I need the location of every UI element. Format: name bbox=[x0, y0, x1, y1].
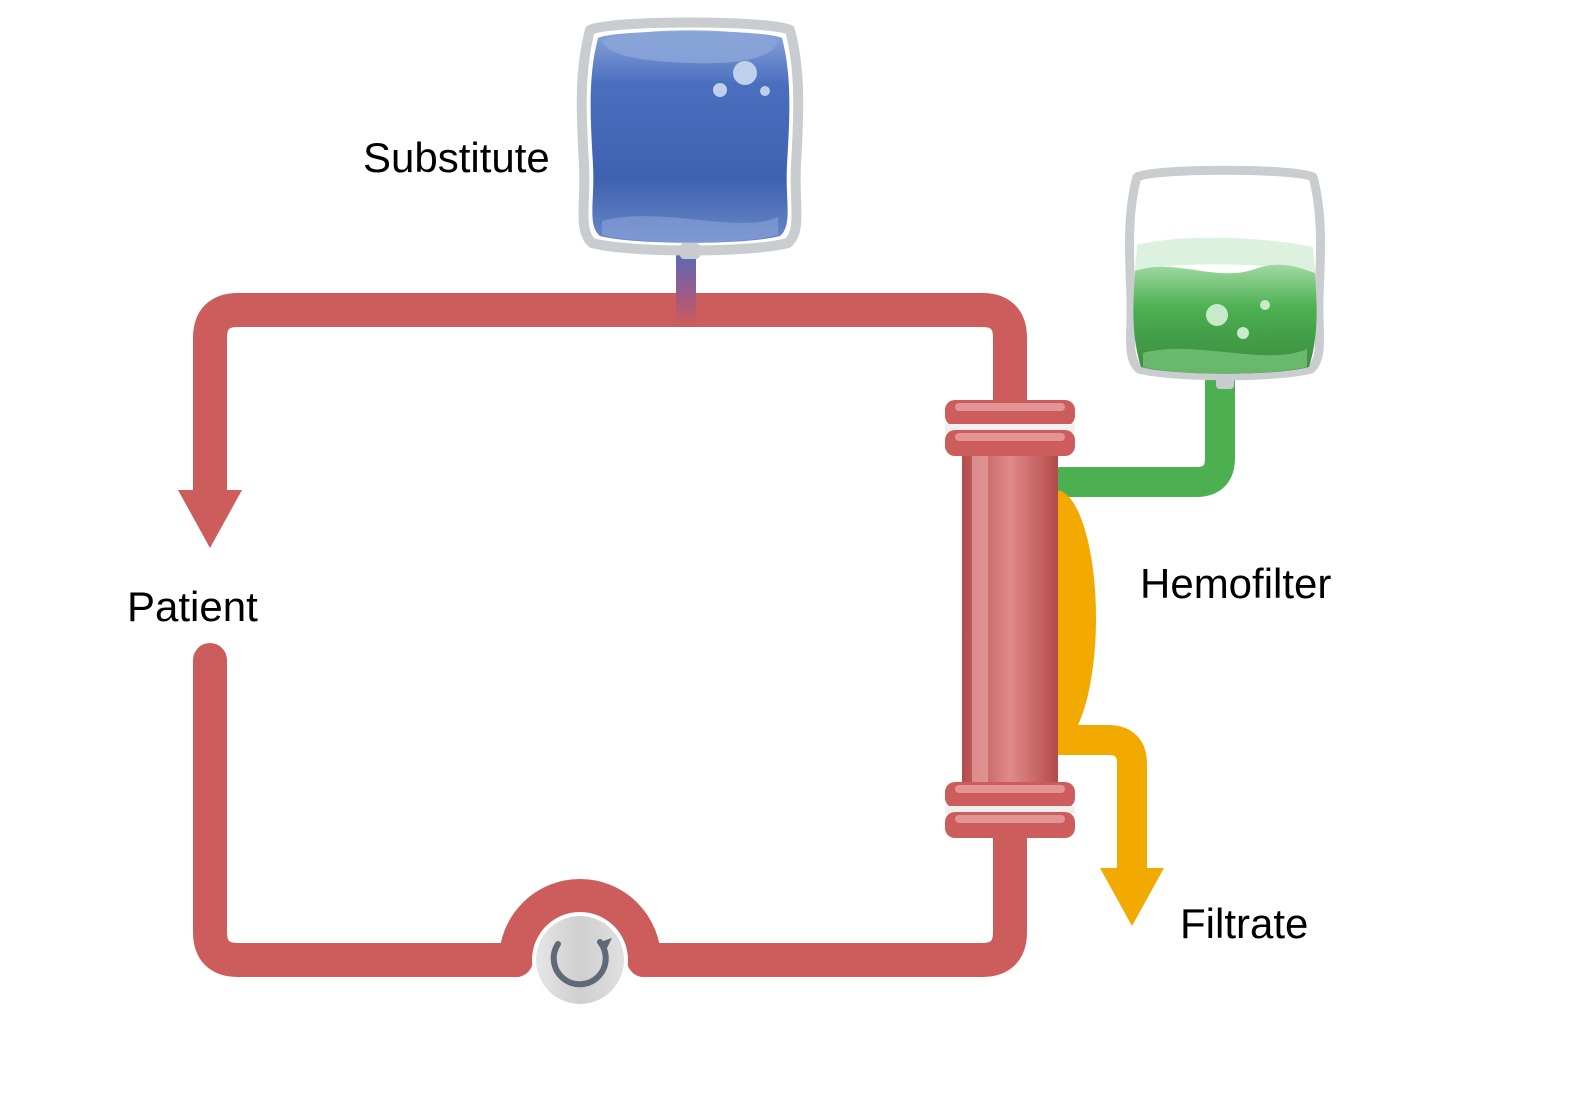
substitute-bag bbox=[582, 23, 799, 260]
hemofiltration-diagram bbox=[0, 0, 1584, 1104]
hemofilter bbox=[945, 400, 1096, 838]
yellow-line bbox=[1060, 740, 1164, 926]
filtrate-arrowhead bbox=[1100, 868, 1164, 926]
pump bbox=[532, 912, 628, 1008]
filtrate-bag bbox=[1129, 170, 1320, 389]
blood-circuit bbox=[178, 310, 1010, 960]
arrow-to-patient bbox=[178, 490, 242, 548]
label-filtrate: Filtrate bbox=[1180, 900, 1308, 948]
label-patient: Patient bbox=[127, 583, 258, 631]
diagram-stage: Substitute Patient Hemofilter Filtrate bbox=[0, 0, 1584, 1104]
label-hemofilter: Hemofilter bbox=[1140, 560, 1331, 608]
green-line bbox=[1060, 382, 1220, 482]
label-substitute: Substitute bbox=[363, 134, 550, 182]
